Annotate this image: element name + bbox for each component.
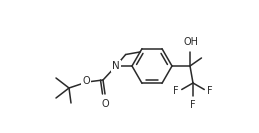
Text: F: F: [173, 86, 179, 97]
Text: O: O: [101, 99, 109, 109]
Text: F: F: [207, 86, 213, 97]
Text: N: N: [112, 61, 120, 71]
Text: O: O: [82, 76, 90, 86]
Text: OH: OH: [183, 37, 198, 47]
Text: F: F: [190, 100, 196, 110]
